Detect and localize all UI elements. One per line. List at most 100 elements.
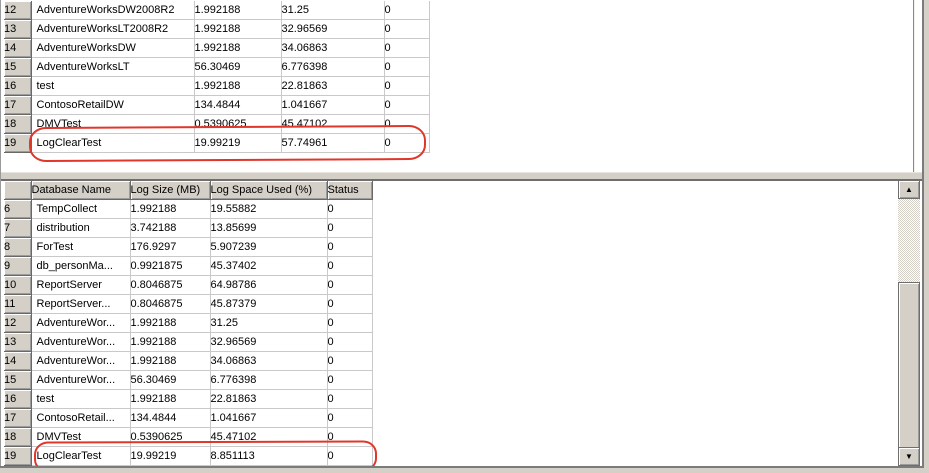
cell-status[interactable]: 0 <box>327 427 373 447</box>
cell-database-name[interactable]: AdventureWorksLT <box>31 57 195 77</box>
cell-database-name[interactable]: ForTest <box>31 237 131 257</box>
cell-log-space-used[interactable]: 45.37402 <box>210 256 328 276</box>
cell-database-name[interactable]: ReportServer <box>31 275 131 295</box>
cell-database-name[interactable]: LogClearTest <box>31 133 195 153</box>
row-header[interactable]: 16 <box>4 76 32 96</box>
cell-log-size[interactable]: 1.992188 <box>194 76 282 96</box>
row-header[interactable]: 11 <box>4 294 32 314</box>
cell-log-space-used[interactable]: 45.47102 <box>210 427 328 447</box>
cell-log-space-used[interactable]: 34.06863 <box>210 351 328 371</box>
cell-status[interactable]: 0 <box>327 237 373 257</box>
cell-database-name[interactable]: AdventureWorksDW <box>31 38 195 58</box>
cell-status[interactable]: 0 <box>327 351 373 371</box>
cell-database-name[interactable]: ContosoRetailDW <box>31 95 195 115</box>
cell-database-name[interactable]: DMVTest <box>31 114 195 134</box>
column-header-status[interactable]: Status <box>327 181 373 200</box>
row-header[interactable]: 12 <box>4 1 32 20</box>
cell-log-space-used[interactable]: 13.85699 <box>210 218 328 238</box>
cell-log-size[interactable]: 0.9921875 <box>130 256 211 276</box>
cell-status[interactable]: 0 <box>327 446 373 466</box>
scrollbar-thumb[interactable] <box>898 282 920 467</box>
cell-database-name[interactable]: distribution <box>31 218 131 238</box>
row-header[interactable]: 10 <box>4 275 32 295</box>
cell-log-space-used[interactable]: 32.96569 <box>281 19 385 39</box>
cell-status[interactable]: 0 <box>384 57 430 77</box>
cell-log-space-used[interactable]: 8.851113 <box>210 446 328 466</box>
cell-log-space-used[interactable]: 6.776398 <box>210 370 328 390</box>
cell-log-size[interactable]: 0.5390625 <box>130 427 211 447</box>
scroll-up-button[interactable]: ▲ <box>898 180 920 199</box>
row-header[interactable]: 14 <box>4 351 32 371</box>
cell-status[interactable]: 0 <box>327 332 373 352</box>
cell-log-space-used[interactable]: 19.55882 <box>210 199 328 219</box>
select-all-corner-cell[interactable] <box>4 181 32 200</box>
cell-log-space-used[interactable]: 64.98786 <box>210 275 328 295</box>
cell-log-size[interactable]: 1.992188 <box>130 332 211 352</box>
cell-status[interactable]: 0 <box>384 133 430 153</box>
row-header[interactable]: 18 <box>4 427 32 447</box>
row-header[interactable]: 6 <box>4 199 32 219</box>
cell-log-space-used[interactable]: 45.47102 <box>281 114 385 134</box>
row-header[interactable]: 8 <box>4 237 32 257</box>
cell-log-size[interactable]: 19.99219 <box>130 446 211 466</box>
cell-log-size[interactable]: 1.992188 <box>194 1 282 20</box>
cell-log-space-used[interactable]: 1.041667 <box>281 95 385 115</box>
cell-log-size[interactable]: 1.992188 <box>194 19 282 39</box>
cell-status[interactable]: 0 <box>384 76 430 96</box>
cell-database-name[interactable]: AdventureWorksLT2008R2 <box>31 19 195 39</box>
cell-log-space-used[interactable]: 32.96569 <box>210 332 328 352</box>
vertical-scrollbar[interactable]: ▲ ▼ <box>898 180 920 467</box>
cell-log-space-used[interactable]: 34.06863 <box>281 38 385 58</box>
cell-database-name[interactable]: test <box>31 76 195 96</box>
column-header-database-name[interactable]: Database Name <box>31 181 131 200</box>
cell-log-size[interactable]: 1.992188 <box>130 199 211 219</box>
cell-database-name[interactable]: TempCollect <box>31 199 131 219</box>
cell-database-name[interactable]: DMVTest <box>31 427 131 447</box>
cell-log-size[interactable]: 1.992188 <box>194 38 282 58</box>
cell-database-name[interactable]: AdventureWor... <box>31 332 131 352</box>
cell-status[interactable]: 0 <box>327 218 373 238</box>
cell-log-size[interactable]: 19.99219 <box>194 133 282 153</box>
row-header[interactable]: 19 <box>4 446 32 466</box>
cell-log-space-used[interactable]: 1.041667 <box>210 408 328 428</box>
cell-status[interactable]: 0 <box>384 19 430 39</box>
row-header[interactable]: 13 <box>4 332 32 352</box>
cell-log-space-used[interactable]: 6.776398 <box>281 57 385 77</box>
cell-database-name[interactable]: AdventureWorksDW2008R2 <box>31 1 195 20</box>
row-header[interactable]: 12 <box>4 313 32 333</box>
cell-log-size[interactable]: 134.4844 <box>194 95 282 115</box>
cell-log-size[interactable]: 1.992188 <box>130 389 211 409</box>
row-header[interactable]: 19 <box>4 133 32 153</box>
row-header[interactable]: 9 <box>4 256 32 276</box>
cell-status[interactable]: 0 <box>384 38 430 58</box>
column-header-log-space-used[interactable]: Log Space Used (%) <box>210 181 328 200</box>
cell-log-size[interactable]: 0.8046875 <box>130 294 211 314</box>
cell-status[interactable]: 0 <box>384 95 430 115</box>
cell-status[interactable]: 0 <box>327 275 373 295</box>
cell-log-size[interactable]: 56.30469 <box>194 57 282 77</box>
scroll-down-button[interactable]: ▼ <box>898 447 920 466</box>
row-header[interactable]: 15 <box>4 370 32 390</box>
cell-status[interactable]: 0 <box>327 370 373 390</box>
cell-log-space-used[interactable]: 31.25 <box>281 1 385 20</box>
row-header[interactable]: 17 <box>4 95 32 115</box>
cell-log-size[interactable]: 0.8046875 <box>130 275 211 295</box>
cell-status[interactable]: 0 <box>327 408 373 428</box>
cell-database-name[interactable]: LogClearTest <box>31 446 131 466</box>
cell-status[interactable]: 0 <box>384 114 430 134</box>
row-header[interactable]: 18 <box>4 114 32 134</box>
cell-log-size[interactable]: 176.9297 <box>130 237 211 257</box>
row-header[interactable]: 16 <box>4 389 32 409</box>
row-header[interactable]: 13 <box>4 19 32 39</box>
cell-database-name[interactable]: AdventureWor... <box>31 370 131 390</box>
cell-database-name[interactable]: ContosoRetail... <box>31 408 131 428</box>
cell-log-size[interactable]: 1.992188 <box>130 351 211 371</box>
row-header[interactable]: 7 <box>4 218 32 238</box>
cell-status[interactable]: 0 <box>327 389 373 409</box>
cell-log-size[interactable]: 134.4844 <box>130 408 211 428</box>
cell-log-size[interactable]: 0.5390625 <box>194 114 282 134</box>
row-header[interactable]: 17 <box>4 408 32 428</box>
row-header[interactable]: 14 <box>4 38 32 58</box>
row-header[interactable]: 15 <box>4 57 32 77</box>
cell-database-name[interactable]: AdventureWor... <box>31 351 131 371</box>
